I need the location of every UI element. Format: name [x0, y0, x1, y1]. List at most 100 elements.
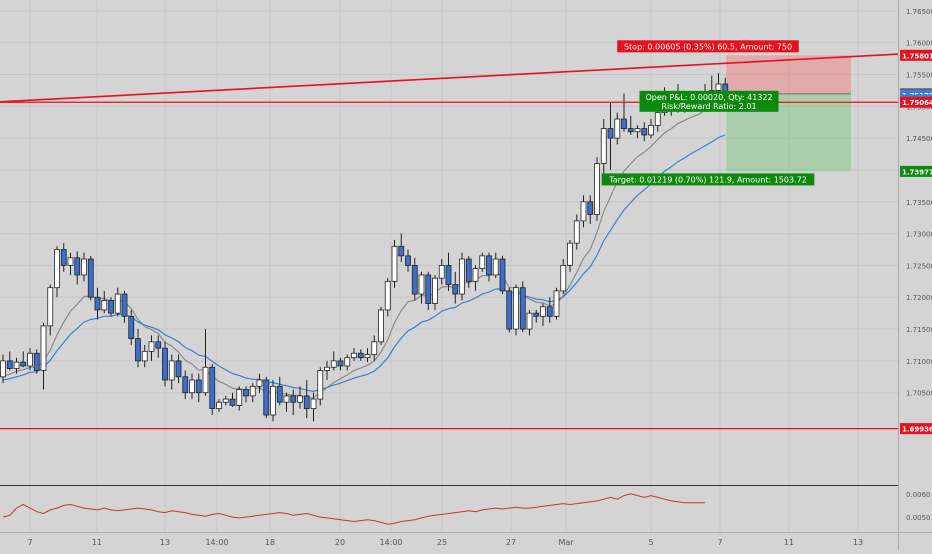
candle-down: [534, 313, 539, 316]
candle-down: [156, 342, 161, 348]
candle-down: [588, 202, 593, 215]
candle-down: [88, 259, 93, 297]
stop-zone: [726, 55, 851, 94]
candle-up: [142, 351, 147, 361]
price-tick-label: 1.72500: [906, 262, 932, 270]
stop-label: Stop: 0.00605 (0.35%) 60.5, Amount: 750: [624, 42, 792, 51]
time-tick-label: 13: [160, 538, 170, 547]
candle-down: [622, 119, 627, 129]
candle-up: [574, 221, 579, 243]
candle-up: [601, 129, 606, 164]
candle-up: [554, 291, 559, 316]
candle-down: [122, 294, 127, 316]
candle-up: [480, 256, 485, 269]
candle-down: [507, 291, 512, 329]
candle-up: [655, 113, 660, 126]
candle-up: [250, 386, 255, 396]
candle-down: [547, 307, 552, 317]
candle-up: [372, 342, 377, 355]
candle-up: [385, 281, 390, 310]
candle-up: [365, 355, 370, 358]
candle-up: [237, 390, 242, 406]
candle-up: [149, 342, 154, 352]
candle-up: [55, 250, 60, 288]
candle-down: [500, 259, 505, 291]
candle-up: [493, 259, 498, 275]
price-tick-label: 1.72000: [906, 294, 932, 302]
candle-up: [379, 310, 384, 342]
candle-down: [136, 339, 141, 361]
candle-up: [392, 246, 397, 281]
candle-down: [453, 285, 458, 295]
candle-up: [460, 259, 465, 294]
candle-down: [95, 297, 100, 310]
candle-up: [223, 399, 228, 402]
candle-up: [514, 288, 519, 329]
candle-up: [284, 396, 289, 402]
candle-down: [628, 129, 633, 132]
time-tick-label: 20: [335, 538, 345, 547]
candle-up: [581, 202, 586, 221]
candle-up: [473, 269, 478, 282]
candle-down: [109, 300, 114, 313]
candle-up: [419, 275, 424, 294]
candle-down: [210, 367, 215, 408]
candle-down: [642, 129, 647, 135]
candle-up: [14, 362, 19, 368]
price-badge-label: 1.73977: [902, 168, 932, 176]
risk-reward-label: Risk/Reward Ratio: 2.01: [661, 102, 756, 111]
price-tick-label: 1.76500: [906, 8, 932, 16]
position-tool[interactable]: [726, 55, 851, 171]
candle-down: [264, 380, 269, 415]
time-tick-label: 27: [506, 538, 516, 547]
price-tick-label: 1.74500: [906, 135, 932, 143]
candle-down: [34, 353, 39, 370]
price-tick-label: 1.71500: [906, 326, 932, 334]
candle-up: [41, 326, 46, 371]
price-badge-label: 1.75801: [902, 52, 932, 60]
candle-up: [48, 288, 53, 326]
price-tick-label: 1.73000: [906, 231, 932, 239]
time-tick-label: 11: [92, 538, 102, 547]
candle-down: [176, 361, 181, 377]
candle-down: [487, 256, 492, 275]
time-tick-label: 5: [648, 538, 653, 547]
time-tick-label: 11: [784, 538, 794, 547]
candle-up: [28, 353, 33, 366]
time-tick-label: 7: [717, 538, 722, 547]
price-tick-label: 1.73500: [906, 199, 932, 207]
indicator-tick-label: 0.0050: [906, 514, 931, 522]
price-tick-label: 1.76000: [906, 40, 932, 48]
candle-up: [82, 259, 87, 275]
candle-down: [61, 250, 66, 266]
candle-up: [541, 307, 546, 317]
candle-down: [196, 380, 201, 393]
indicator-tick-label: 0.0060: [906, 491, 931, 499]
candle-up: [311, 399, 316, 409]
candle-down: [358, 353, 363, 357]
time-tick-label: 14:00: [205, 538, 228, 547]
candle-up: [561, 265, 566, 290]
candle-down: [406, 256, 411, 266]
candle-up: [298, 396, 303, 402]
candle-down: [21, 362, 26, 366]
candle-up: [716, 84, 721, 90]
candle-up: [271, 386, 276, 415]
candle-up: [318, 370, 323, 399]
price-tick-label: 1.75500: [906, 71, 932, 79]
candle-down: [163, 348, 168, 380]
candle-down: [75, 258, 80, 275]
candle-down: [277, 386, 282, 402]
candle-down: [520, 288, 525, 329]
candle-down: [466, 259, 471, 281]
time-tick-label: 25: [437, 538, 447, 547]
candle-up: [352, 353, 357, 357]
candle-up: [190, 380, 195, 393]
candle-down: [291, 396, 296, 402]
candle-down: [446, 265, 451, 284]
candle-up: [527, 313, 532, 329]
candle-up: [345, 358, 350, 366]
